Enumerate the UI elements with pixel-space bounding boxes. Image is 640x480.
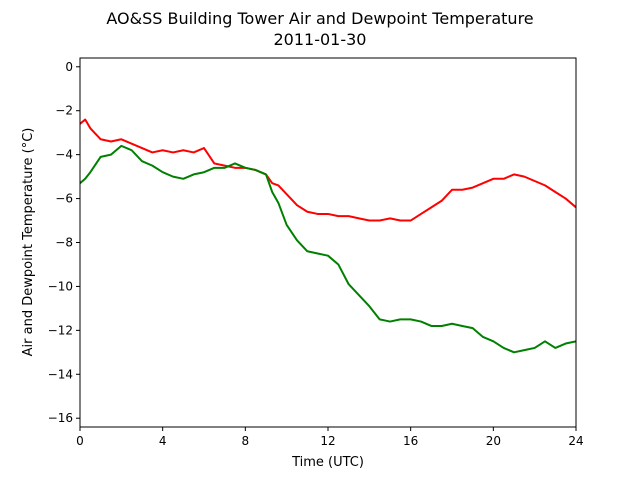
plot-frame [79, 57, 577, 428]
chart-subtitle: 2011-01-30 [274, 30, 367, 49]
y-tick-label: −14 [48, 367, 73, 381]
x-axis-label: Time (UTC) [291, 455, 364, 470]
y-tick-label: −16 [48, 411, 73, 425]
x-tick-label: 4 [159, 434, 167, 448]
series-line-1 [80, 118, 576, 222]
x-tick-label: 0 [76, 434, 84, 448]
x-tick-label: 8 [242, 434, 250, 448]
y-tick-label: −12 [48, 323, 73, 337]
series-line-2 [80, 144, 576, 354]
y-tick-label: −6 [55, 192, 73, 206]
y-tick-label: −2 [55, 104, 73, 118]
y-tick-label: −10 [48, 279, 73, 293]
series-layer [80, 118, 576, 354]
x-tick-label: 24 [568, 434, 583, 448]
y-tick-label: −8 [55, 236, 73, 250]
x-tick-label: 16 [403, 434, 418, 448]
y-axis: 0 −2 −4 −6 −8 −10 −12 −14 −16 [48, 60, 80, 425]
y-tick-label: 0 [65, 60, 73, 74]
x-axis: 0 4 8 12 16 20 24 [76, 427, 584, 448]
x-tick-label: 20 [486, 434, 501, 448]
chart-title: AO&SS Building Tower Air and Dewpoint Te… [106, 9, 533, 28]
y-axis-label: Air and Dewpoint Temperature (°C) [21, 128, 36, 357]
x-tick-label: 12 [320, 434, 335, 448]
y-tick-label: −4 [55, 148, 73, 162]
